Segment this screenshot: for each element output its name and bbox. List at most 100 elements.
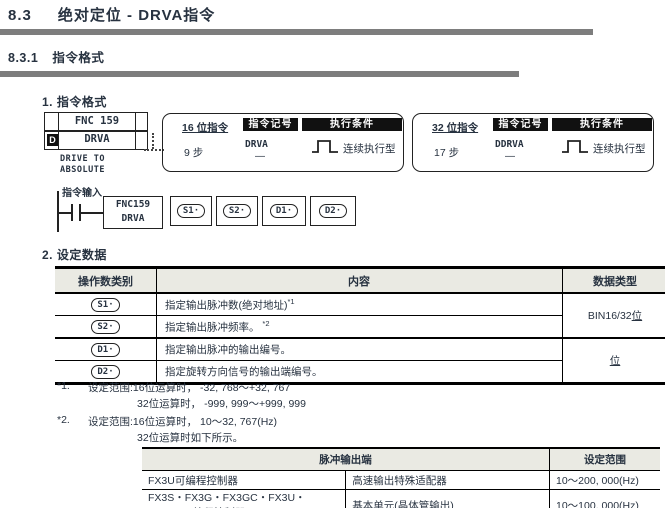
subsection-divider-bar	[0, 71, 519, 77]
operand-pill-d2: D2·	[91, 364, 120, 379]
fnc-caption: DRIVE TO ABSOLUTE	[60, 154, 105, 176]
fnc-number: FNC 159	[74, 115, 120, 127]
ladder-fnc-box: FNC159 DRVA	[103, 196, 163, 229]
operand-pill-d1: D1·	[269, 204, 299, 218]
desc-cell: 指定输出脉冲数(绝对地址)*1	[156, 293, 563, 316]
steps-label: 9 步	[184, 147, 204, 159]
datatype-cell: 位	[563, 338, 665, 384]
ladder-wire	[80, 212, 103, 214]
operand-table-header-row: 操作数类别 内容 数据类型	[55, 267, 665, 294]
section-number: 8.3	[8, 7, 32, 24]
footnote-line: 设定范围:16位运算时， 10～32, 767(Hz)	[88, 416, 278, 428]
operand-pill-d2: D2·	[318, 204, 348, 218]
mnemonic-dash: —	[255, 151, 265, 162]
ladder-contact-icon	[79, 204, 81, 221]
ladder-contact-icon	[57, 212, 72, 214]
desc-cell: 指定输出脉冲的输出编号。	[156, 338, 563, 361]
unit-cell: 基本单元(晶体管输出)	[345, 489, 550, 508]
desc-text: 指定输出脉冲的输出编号。	[165, 344, 291, 356]
operand-cell: D1·	[262, 196, 306, 226]
operand-cell: D2·	[55, 360, 157, 384]
col-header-setting-range: 设定范围	[549, 448, 660, 471]
range-cell: 10～200, 000(Hz)	[549, 470, 660, 490]
section-title: 绝对定位 - DRVA指令	[57, 7, 216, 24]
desc-text: 指定输出脉冲数(绝对地址)	[165, 299, 288, 312]
footnote-line: 32位运算时， -999, 999～+999, 999	[137, 398, 306, 410]
datatype-text: BIN16/32	[587, 310, 632, 322]
bits-label: 16 位指令	[182, 122, 229, 134]
datatype-bit-link[interactable]: 位	[609, 355, 621, 367]
footnote-marker: *1.	[57, 380, 70, 392]
col-header-pulse-output: 脉冲输出端	[142, 448, 550, 471]
operand-pill-s2: S2·	[91, 319, 120, 334]
desc-text: 指定旋转方向信号的输出端编号。	[165, 366, 323, 378]
operand-table: 操作数类别 内容 数据类型 S1· 指定输出脉冲数(绝对地址)*1 BIN16/…	[55, 266, 665, 385]
fnc-block-divider	[45, 130, 147, 132]
bits-label: 32 位指令	[432, 122, 479, 134]
table-row: S2· 指定输出脉冲频率。 *2	[55, 315, 665, 339]
unit-cell: 高速输出特殊适配器	[345, 470, 550, 490]
pulse-output-table: 脉冲输出端 设定范围 FX3U可编程控制器 高速输出特殊适配器 10～200, …	[142, 447, 660, 508]
settings-heading: 2. 设定数据	[42, 248, 107, 262]
fnc-caption-line2: ABSOLUTE	[60, 165, 105, 175]
table-row: FX3S・FX3G・FX3GC・FX3U・FX3UC可编程控制器 基本单元(晶体…	[142, 489, 660, 508]
pulse-table-header-row: 脉冲输出端 设定范围	[142, 448, 660, 471]
ladder-fnc-mnemonic: DRVA	[121, 213, 145, 224]
operand-pill-s1: S1·	[176, 204, 206, 218]
pulse-waveform-icon	[562, 140, 588, 153]
operand-cell: S1·	[170, 196, 212, 226]
range-cell: 10～100, 000(Hz)	[556, 499, 639, 508]
col-header-content: 内容	[156, 267, 563, 294]
instruction-box-32bit: 32 位指令 17 步 指令记号 DDRVA — 执行条件 连续执行型	[412, 113, 654, 172]
format-heading: 1. 指令格式	[42, 95, 107, 109]
ladder-input-label: 指令输入	[62, 188, 102, 199]
mnemonic-dash: —	[505, 151, 515, 162]
footnote-2: *2. 设定范围:16位运算时， 10～32, 767(Hz) 32位运算时如下…	[57, 414, 277, 445]
operand-pill-s1: S1·	[91, 297, 120, 312]
table-row: FX3U可编程控制器 高速输出特殊适配器 10～200, 000(Hz)	[142, 470, 660, 490]
operand-cell: D1·	[55, 338, 157, 361]
operand-cell: D2·	[310, 196, 356, 226]
exec-header-chip: 执行条件	[302, 118, 402, 131]
continuation-dots-icon	[152, 133, 154, 149]
fnc-mnemonic: DRVA	[84, 133, 110, 145]
steps-label: 17 步	[434, 147, 460, 159]
operand-cell: S1·	[55, 293, 157, 316]
mnemonic-value: DRVA	[245, 139, 268, 150]
desc-cell: 指定旋转方向信号的输出端编号。	[156, 360, 563, 384]
section-divider-bar	[0, 29, 593, 35]
operand-cell: S2·	[216, 196, 258, 226]
footnote-line: 设定范围:16位运算时， -32, 768～+32, 767	[88, 382, 291, 394]
exec-header-chip: 执行条件	[552, 118, 652, 131]
fnc-caption-line1: DRIVE TO	[60, 154, 105, 164]
controller-cell: FX3U可编程控制器	[142, 470, 347, 490]
controller-cell: FX3S・FX3G・FX3GC・FX3U・FX3UC可编程控制器	[142, 489, 347, 508]
desc-text: 指定输出脉冲频率。	[165, 321, 260, 334]
col-header-datatype: 数据类型	[562, 267, 665, 294]
col-header-operand: 操作数类别	[55, 267, 157, 294]
table-row: D2· 指定旋转方向信号的输出端编号。	[55, 360, 665, 384]
operand-pill-s2: S2·	[222, 204, 252, 218]
fnc-symbol-block: FNC 159 DRVA D	[44, 112, 148, 150]
subsection-label: 指令格式	[52, 51, 105, 65]
footnote-line: 32位运算时如下所示。	[137, 432, 244, 444]
pulse-waveform-icon	[312, 140, 338, 153]
datatype-cell: BIN16/32位	[562, 293, 665, 339]
exec-type-label: 连续执行型	[593, 143, 646, 155]
operand-cell: S2·	[55, 315, 157, 339]
footnote-marker: *2.	[57, 414, 70, 426]
continuation-dots-icon	[144, 149, 164, 151]
subsection-number: 8.3.1	[8, 51, 39, 65]
datatype-bit-link[interactable]: 位	[631, 310, 643, 322]
instruction-box-16bit: 16 位指令 9 步 指令记号 DRVA — 执行条件 连续执行型	[162, 113, 404, 172]
footnote-1: *1. 设定范围:16位运算时， -32, 768～+32, 767 32位运算…	[57, 380, 306, 411]
ladder-fnc-number: FNC159	[115, 199, 151, 210]
double-word-flag: D	[47, 134, 58, 146]
footnote-ref: *1	[287, 296, 295, 306]
footnote-ref: *2	[262, 318, 270, 328]
page-title: 8.3 绝对定位 - DRVA指令	[8, 4, 215, 25]
mnemonic-header-chip: 指令记号	[243, 118, 298, 131]
mnemonic-header-chip: 指令记号	[493, 118, 548, 131]
mnemonic-value: DDRVA	[495, 139, 524, 150]
